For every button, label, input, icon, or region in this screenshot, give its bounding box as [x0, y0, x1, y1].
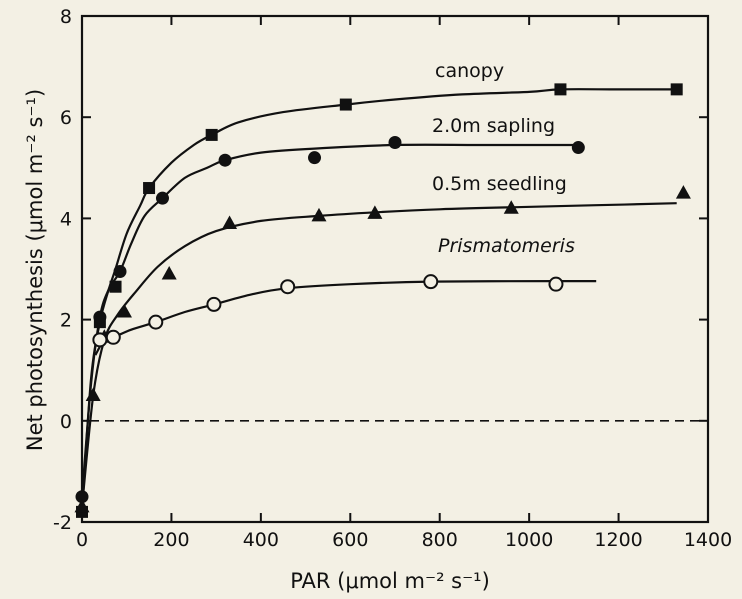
0-5m-seedling-point — [675, 185, 691, 199]
canopy-point — [143, 182, 156, 195]
2-0m-sapling-point — [571, 141, 585, 155]
0-5m-seedling-point — [74, 498, 90, 513]
2-0m-sapling-point — [388, 136, 402, 149]
y-tick-label: 0 — [60, 411, 72, 433]
0-5m-seedling-curve — [80, 202, 677, 507]
2-0m-sapling-point — [155, 191, 169, 205]
2-0m-sapling-label: 2.0m sapling — [432, 115, 555, 137]
prismatomeris-point — [280, 279, 296, 295]
prismatomeris-point — [206, 296, 222, 312]
2-0m-sapling-point — [93, 310, 107, 324]
canopy-label: canopy — [435, 60, 504, 82]
2-0m-sapling-point — [218, 153, 232, 167]
0-5m-seedling-point — [161, 266, 177, 280]
2-0m-sapling-point — [113, 265, 127, 279]
x-tick-label: 200 — [153, 529, 189, 551]
prismatomeris-point — [548, 276, 564, 292]
x-tick-label: 1200 — [594, 529, 642, 551]
prismatomeris-label: Prismatomeris — [438, 235, 575, 257]
0-5m-seedling-point — [311, 207, 327, 222]
prismatomeris-point — [423, 274, 439, 290]
0-5m-seedling-label: 0.5m seedling — [432, 173, 567, 195]
x-tick-label: 600 — [332, 529, 368, 551]
canopy-point — [205, 128, 218, 141]
y-axis-title: Net photosynthesis (μmol m⁻² s⁻¹) — [23, 89, 47, 451]
x-tick-label: 1400 — [684, 529, 732, 551]
y-tick-label: 6 — [60, 107, 72, 129]
canopy-curve — [80, 88, 677, 512]
x-tick-label: 1000 — [505, 529, 553, 551]
x-axis-title: PAR (μmol m⁻² s⁻¹) — [290, 569, 490, 593]
0-5m-seedling-point — [116, 304, 132, 318]
0-5m-seedling-point — [222, 215, 238, 229]
y-tick-label: 4 — [60, 208, 72, 230]
prismatomeris-point — [148, 314, 164, 330]
canopy-point — [339, 98, 352, 111]
prismatomeris-point — [92, 332, 108, 348]
0-5m-seedling-point — [367, 205, 383, 219]
0-5m-seedling-point — [85, 387, 101, 401]
series-markers — [74, 83, 691, 518]
canopy-point — [554, 83, 567, 96]
canopy-point — [109, 280, 122, 293]
canopy-point — [670, 83, 683, 96]
y-tick-label: 8 — [60, 6, 72, 28]
series-labels: canopy 2.0m sapling 0.5m seedling Prismatom… — [432, 60, 575, 257]
plot-frame — [80, 14, 710, 524]
x-tick-label: 0 — [76, 529, 88, 551]
2-0m-sapling-point — [308, 151, 322, 165]
2-0m-sapling-curve — [80, 143, 579, 497]
series-curves — [80, 88, 677, 512]
y-tick-label: -2 — [53, 512, 72, 534]
2-0m-sapling-point — [75, 490, 89, 504]
x-tick-label: 800 — [422, 529, 458, 551]
0-5m-seedling-point — [503, 200, 519, 214]
y-tick-label: 2 — [60, 310, 72, 332]
x-tick-label: 400 — [243, 529, 279, 551]
prismatomeris-point — [105, 329, 121, 345]
prismatomeris-curve — [94, 280, 597, 356]
